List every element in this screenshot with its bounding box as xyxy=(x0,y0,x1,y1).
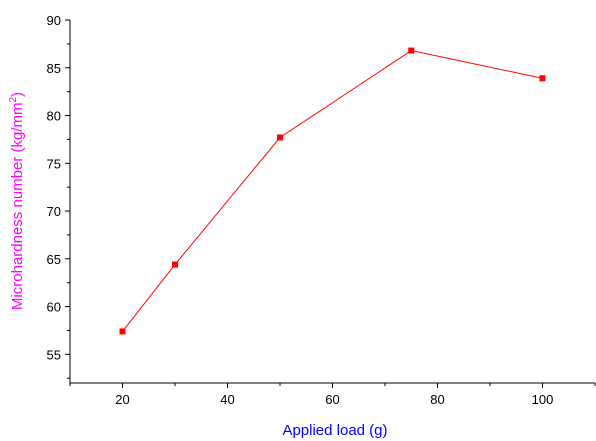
y-ticks: 55 60 65 70 75 80 85 90 xyxy=(47,13,70,379)
data-point xyxy=(539,75,546,82)
y-tick-label: 55 xyxy=(47,347,61,362)
x-tick-label: 20 xyxy=(115,392,129,407)
x-tick-label: 100 xyxy=(532,392,554,407)
series-line xyxy=(122,50,543,332)
data-point xyxy=(172,261,178,268)
y-axis-label-superscript: 2 xyxy=(8,97,19,103)
x-axis-label: Applied load (g) xyxy=(282,422,387,439)
y-tick-label: 85 xyxy=(47,61,61,76)
series-group xyxy=(119,47,546,335)
y-tick-label: 65 xyxy=(47,252,61,267)
data-point xyxy=(408,47,415,54)
x-tick-label: 40 xyxy=(220,392,234,407)
y-tick-label: 75 xyxy=(47,156,61,171)
y-tick-label: 60 xyxy=(47,300,61,315)
x-ticks: 20 40 60 80 100 xyxy=(69,383,596,407)
axes xyxy=(69,20,595,384)
y-axis-label-main: Microhardness number (kg/mm xyxy=(9,103,26,311)
x-tick-label: 80 xyxy=(430,392,444,407)
y-tick-label: 80 xyxy=(47,109,61,124)
x-tick-label: 60 xyxy=(325,392,339,407)
y-axis-label-close: ) xyxy=(9,92,26,97)
y-axis-label: Microhardness number (kg/mm2) xyxy=(8,92,26,310)
y-tick-label: 70 xyxy=(47,204,61,219)
y-tick-label: 90 xyxy=(47,13,61,28)
data-point xyxy=(119,328,126,335)
data-point xyxy=(277,134,283,141)
